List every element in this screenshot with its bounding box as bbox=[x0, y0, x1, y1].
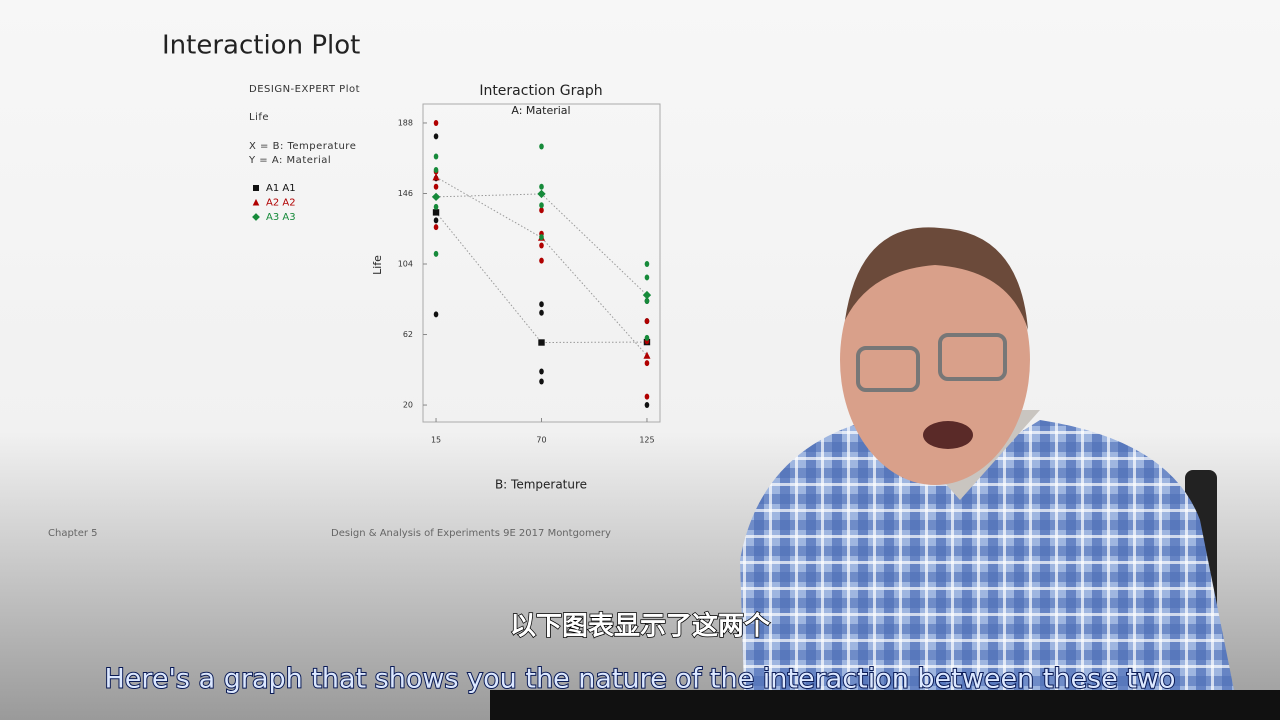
observation bbox=[539, 183, 544, 190]
side-note: Life bbox=[249, 112, 269, 123]
head bbox=[840, 235, 1030, 485]
side-note: X = B: Temperature bbox=[249, 141, 356, 152]
observation bbox=[644, 274, 650, 281]
observation bbox=[433, 203, 439, 210]
mean-marker bbox=[642, 290, 652, 300]
observation bbox=[644, 360, 650, 367]
observation bbox=[539, 378, 544, 385]
x-tick-label: 15 bbox=[431, 436, 441, 445]
y-tick-label: 104 bbox=[398, 260, 413, 269]
observation bbox=[433, 224, 439, 231]
observation bbox=[539, 143, 544, 150]
x-tick-label: 125 bbox=[639, 436, 654, 445]
x-axis-label: B: Temperature bbox=[495, 478, 587, 492]
legend-label: A2 A2 bbox=[266, 198, 296, 209]
observation bbox=[644, 393, 650, 400]
chart-title: Interaction Graph bbox=[479, 83, 602, 99]
observation bbox=[433, 217, 439, 224]
y-tick-label: 20 bbox=[403, 401, 413, 410]
shirt bbox=[740, 420, 1240, 720]
observation bbox=[644, 297, 650, 304]
observation bbox=[433, 166, 439, 173]
mean-marker bbox=[643, 351, 651, 359]
footer-left: Chapter 5 bbox=[48, 528, 98, 539]
observation bbox=[644, 261, 650, 268]
mean-marker bbox=[538, 339, 545, 346]
legend-marker bbox=[252, 213, 260, 221]
legend-label: A3 A3 bbox=[266, 212, 296, 223]
mean-marker bbox=[432, 173, 440, 181]
footer-center: Design & Analysis of Experiments 9E 2017… bbox=[331, 528, 611, 539]
y-tick-label: 188 bbox=[398, 118, 413, 127]
observation bbox=[433, 119, 439, 126]
caption-zh: 以下图表显示了这两个 bbox=[510, 611, 771, 642]
chart-subtitle: A: Material bbox=[511, 104, 570, 117]
x-tick-label: 70 bbox=[536, 436, 546, 445]
observation bbox=[539, 301, 544, 308]
y-axis-label: Life bbox=[371, 255, 384, 275]
observation bbox=[539, 257, 544, 264]
observation bbox=[644, 334, 650, 341]
observation bbox=[433, 311, 439, 318]
y-tick-label: 146 bbox=[398, 189, 413, 198]
observation bbox=[433, 153, 439, 160]
presenter bbox=[490, 227, 1280, 720]
observation bbox=[539, 234, 544, 241]
mouth bbox=[923, 421, 973, 449]
observation bbox=[433, 183, 439, 190]
y-tick-label: 62 bbox=[403, 330, 413, 339]
mean-marker bbox=[432, 209, 440, 216]
observation bbox=[433, 133, 439, 140]
side-note: DESIGN-EXPERT Plot bbox=[249, 84, 360, 95]
side-note: Y = A: Material bbox=[248, 155, 331, 166]
mean-marker bbox=[537, 189, 546, 199]
desk bbox=[490, 690, 1280, 720]
legend-marker bbox=[252, 198, 260, 206]
slide-title: Interaction Plot bbox=[162, 31, 360, 61]
caption-en: Here's a graph that shows you the nature… bbox=[104, 664, 1175, 695]
observation bbox=[539, 242, 544, 249]
observation bbox=[539, 202, 544, 209]
glasses-left bbox=[856, 346, 920, 392]
mean-marker bbox=[431, 192, 441, 202]
legend-marker bbox=[253, 185, 259, 191]
legend-label: A1 A1 bbox=[266, 183, 296, 194]
observation bbox=[433, 250, 439, 257]
observation bbox=[539, 309, 544, 316]
interaction-chart: Interaction Graph A: Material B: Temperatu… bbox=[248, 83, 661, 492]
observation bbox=[539, 207, 544, 214]
observation bbox=[539, 368, 544, 375]
observation bbox=[644, 402, 650, 409]
observation bbox=[644, 318, 650, 325]
hair bbox=[845, 227, 1028, 330]
glasses-right bbox=[938, 333, 1007, 381]
